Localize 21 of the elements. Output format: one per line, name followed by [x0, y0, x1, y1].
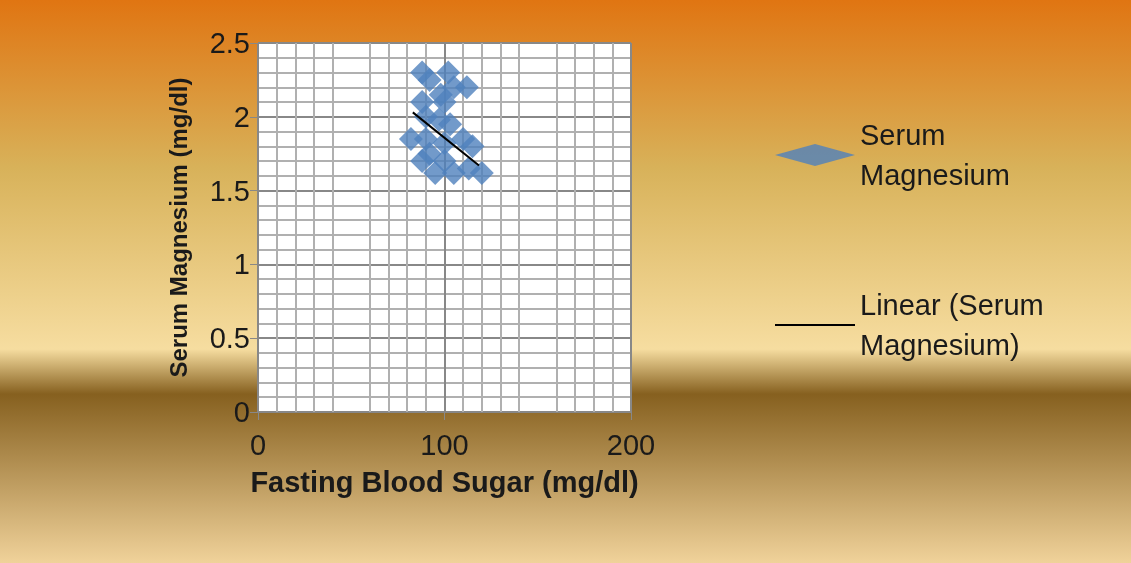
y-tick-label: 1.5: [209, 174, 250, 207]
point: [417, 67, 442, 92]
point: [432, 90, 457, 115]
y-axis-title: Serum Magnesium (mg/dl): [164, 77, 192, 378]
point: [454, 75, 479, 100]
legend-label: Linear (Serum Magnesium): [860, 289, 1052, 361]
point: [456, 156, 481, 181]
y-tick-label: 0: [233, 396, 250, 428]
y-tick-label: 0.5: [209, 322, 250, 355]
point: [410, 149, 435, 174]
y-tick-label: 2.5: [209, 27, 250, 59]
point: [438, 112, 463, 137]
x-tick-label: 200: [606, 428, 656, 461]
point: [436, 60, 461, 85]
legend-label: Serum Magnesium: [860, 119, 1010, 191]
point: [460, 134, 485, 159]
x-tick-label: 100: [420, 428, 469, 461]
y-tick-label: 2: [233, 100, 250, 133]
point: [441, 160, 466, 185]
x-axis-title: Fasting Blood Sugar (mg/dl): [250, 465, 639, 498]
y-tick-label: 1: [233, 248, 250, 281]
